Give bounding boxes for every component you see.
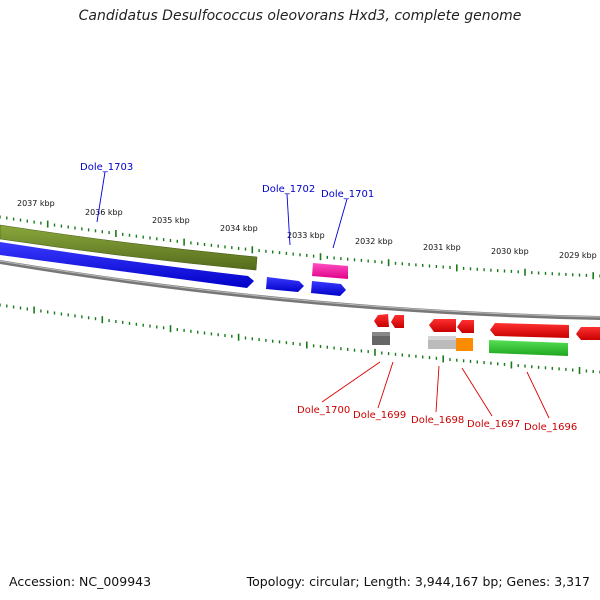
bottom-gene-labels: Dole_1700 Dole_1699 Dole_1698 Dole_1697 …	[297, 405, 577, 433]
accession-label: Accession: NC_009943	[9, 574, 152, 589]
top-leader-lines	[96, 171, 348, 249]
kbp-label: 2037 kbp	[17, 199, 55, 208]
olive-feature[interactable]	[0, 224, 258, 271]
pink-feature[interactable]	[312, 263, 348, 279]
gene-arrow-dole-1698[interactable]	[429, 319, 456, 332]
topology-summary: Topology: circular; Length: 3,944,167 bp…	[246, 574, 590, 589]
kbp-label: 2035 kbp	[152, 216, 190, 225]
gene-arrow-dole-1697[interactable]	[457, 320, 474, 333]
gene-label-dole-1697[interactable]: Dole_1697	[467, 419, 520, 430]
page-title: Candidatus Desulfococcus oleovorans Hxd3…	[78, 8, 522, 24]
gene-arrow-dole-1703[interactable]	[0, 242, 254, 288]
kbp-labels: 2037 kbp 2036 kbp 2035 kbp 2034 kbp 2033…	[17, 199, 597, 260]
genome-backbone	[0, 260, 600, 320]
inner-scale-ticks	[0, 303, 600, 374]
gene-label-dole-1701[interactable]: Dole_1701	[321, 189, 374, 200]
kbp-label: 2031 kbp	[423, 243, 461, 252]
gene-arrow-next[interactable]	[576, 327, 600, 340]
gene-arrow-dole-1696[interactable]	[490, 323, 569, 338]
gene-arrow-dole-1701[interactable]	[311, 281, 346, 296]
gene-label-dole-1698[interactable]: Dole_1698	[411, 415, 464, 426]
gene-label-dole-1696[interactable]: Dole_1696	[524, 422, 577, 433]
gene-label-dole-1703[interactable]: Dole_1703	[80, 162, 133, 173]
gene-arrow-dole-1699[interactable]	[391, 315, 404, 328]
orange-feature[interactable]	[456, 338, 473, 351]
green-feature[interactable]	[489, 340, 568, 356]
top-gene-labels: Dole_1703 Dole_1702 Dole_1701	[80, 162, 374, 200]
kbp-label: 2033 kbp	[287, 231, 325, 240]
gene-arrow-dole-1700[interactable]	[374, 314, 389, 327]
kbp-label: 2034 kbp	[220, 224, 258, 233]
outer-scale-ticks	[0, 215, 600, 280]
gene-label-dole-1700[interactable]: Dole_1700	[297, 405, 350, 416]
kbp-label: 2029 kbp	[559, 251, 597, 260]
bottom-leader-lines	[321, 361, 550, 419]
kbp-label: 2036 kbp	[85, 208, 123, 217]
kbp-label: 2030 kbp	[491, 247, 529, 256]
gene-label-dole-1702[interactable]: Dole_1702	[262, 184, 315, 195]
gene-label-dole-1699[interactable]: Dole_1699	[353, 410, 406, 421]
kbp-label: 2032 kbp	[355, 237, 393, 246]
gene-arrow-dole-1702[interactable]	[266, 277, 304, 292]
